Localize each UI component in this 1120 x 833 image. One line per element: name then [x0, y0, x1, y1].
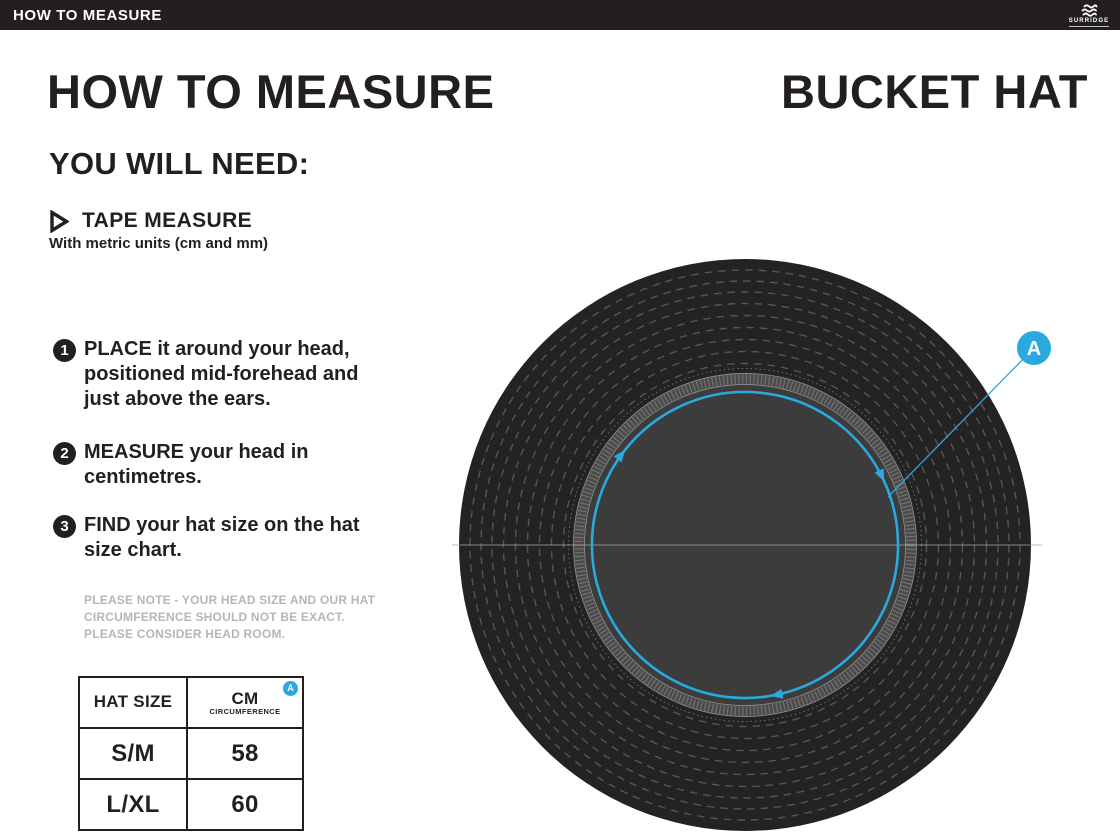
bucket-hat-diagram: A [440, 243, 1060, 833]
reference-a-label: A [1027, 338, 1041, 360]
tape-measure-note: With metric units (cm and mm) [49, 235, 269, 252]
step-text: PLACE it around your head, positioned mi… [84, 338, 359, 410]
cell-size: L/XL [78, 778, 188, 831]
leader-line [887, 351, 1031, 498]
tape-measure-label: TAPE MEASURE [82, 209, 253, 232]
table-row: S/M 58 [78, 727, 304, 780]
surridge-s-icon [1081, 3, 1097, 17]
step-number-badge: 2 [53, 442, 76, 465]
table-row: L/XL 60 [78, 778, 304, 831]
product-title: BUCKET HAT [781, 65, 1088, 118]
step-number-badge: 3 [53, 515, 76, 538]
step-text: MEASURE your head in centimetres. [84, 441, 309, 488]
cm-header-label: CM [231, 688, 259, 708]
cell-size: S/M [78, 727, 188, 780]
step-item-1: 1 PLACE it around your head, positioned … [53, 337, 414, 412]
topbar-title: HOW TO MEASURE [13, 6, 162, 24]
table-header-cm: CM CIRCUMFERENCE A [186, 676, 304, 729]
circumference-label: CIRCUMFERENCE [209, 706, 281, 716]
brand-rule [1069, 25, 1109, 27]
cell-cm: 60 [186, 778, 304, 831]
tape-measure-item: TAPE MEASURE [49, 209, 252, 233]
hat-illustration: A [452, 259, 1051, 831]
brand-logo: SURRIDGE [1067, 1, 1111, 29]
step-number-badge: 1 [53, 339, 76, 362]
reference-a-badge: A [1017, 331, 1051, 365]
table-reference-a-badge: A [283, 681, 298, 696]
brand-name: SURRIDGE [1068, 17, 1110, 24]
hat-size-header-label: HAT SIZE [93, 692, 173, 711]
measurement-circle [590, 390, 900, 700]
table-header-row: HAT SIZE CM CIRCUMFERENCE A [78, 676, 304, 729]
topbar: HOW TO MEASURE SURRIDGE [0, 0, 1120, 30]
note-text: PLEASE NOTE - YOUR HEAD SIZE AND OUR HAT… [84, 593, 376, 641]
page-title: HOW TO MEASURE [47, 65, 495, 118]
step-text: FIND your hat size on the hat size chart… [84, 514, 360, 561]
step-item-3: 3 FIND your hat size on the hat size cha… [53, 513, 414, 563]
step-item-2: 2 MEASURE your head in centimetres. [53, 440, 414, 490]
you-will-need-heading: YOU WILL NEED: [49, 146, 310, 181]
hat-size-table: HAT SIZE CM CIRCUMFERENCE A S/M 58 L/XL … [78, 676, 304, 831]
cell-cm: 58 [186, 727, 304, 780]
tape-measure-icon [50, 209, 69, 233]
table-header-hat-size: HAT SIZE [78, 676, 188, 729]
